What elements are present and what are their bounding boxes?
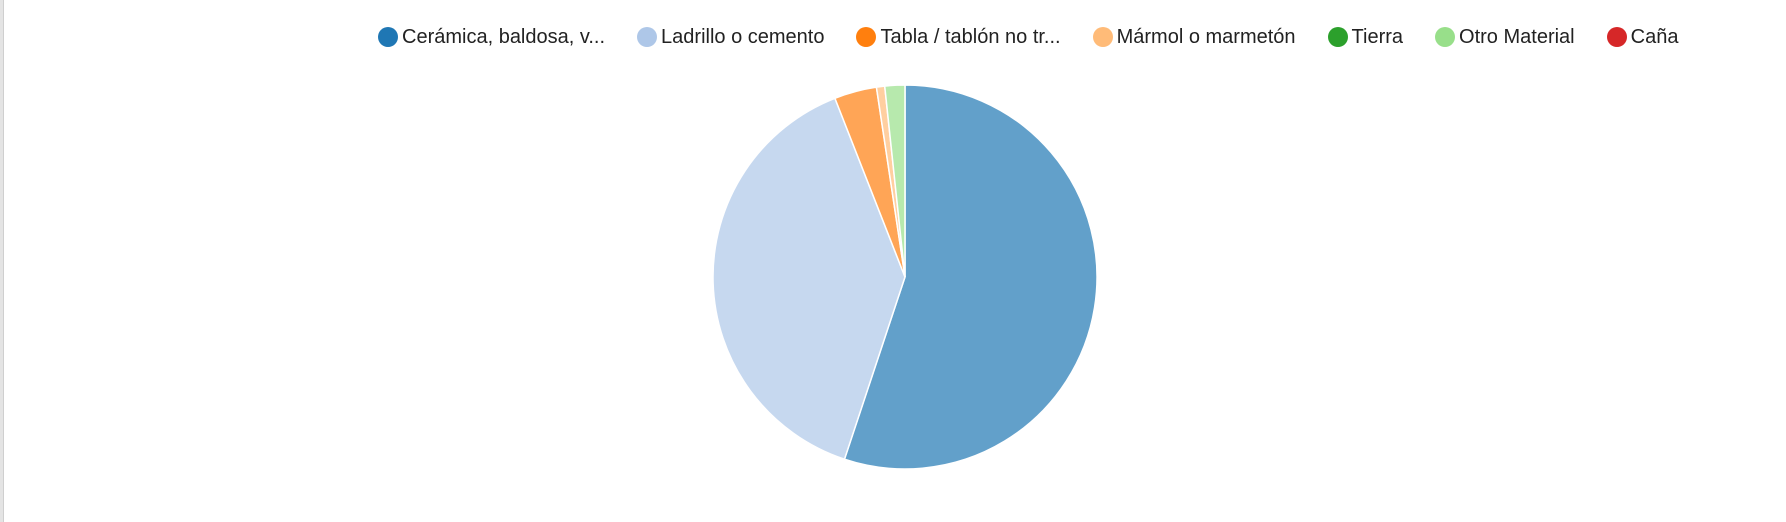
pie-slice-0[interactable] [843, 84, 1098, 470]
legend-swatch [1092, 27, 1113, 47]
legend-item-cana[interactable]: Caña [1606, 24, 1679, 50]
pie-slice-1[interactable] [712, 97, 906, 461]
legend-item-tierra[interactable]: Tierra [1327, 24, 1404, 50]
legend-label: Mármol o marmetón [1116, 26, 1296, 48]
legend-swatch [856, 27, 877, 47]
chart-legend: Cerámica, baldosa, v... Ladrillo o cemen… [378, 24, 1678, 50]
legend-label: Tierra [1351, 26, 1404, 48]
legend-swatch [1435, 27, 1456, 47]
legend-item-marmol[interactable]: Mármol o marmetón [1092, 24, 1296, 50]
legend-swatch [1327, 27, 1348, 47]
legend-item-ceramica[interactable]: Cerámica, baldosa, v... [378, 24, 605, 50]
legend-item-tabla[interactable]: Tabla / tablón no tr... [856, 24, 1061, 50]
legend-swatch [1606, 27, 1627, 47]
legend-item-ladrillo[interactable]: Ladrillo o cemento [637, 24, 824, 50]
legend-item-otro-material[interactable]: Otro Material [1435, 24, 1575, 50]
left-border [0, 0, 4, 522]
legend-label: Caña [1630, 26, 1679, 48]
pie-slice-5[interactable] [883, 84, 906, 278]
legend-swatch [378, 27, 398, 47]
legend-label: Cerámica, baldosa, v... [402, 26, 606, 48]
legend-label: Tabla / tablón no tr... [880, 26, 1061, 48]
legend-swatch [637, 27, 658, 47]
legend-label: Ladrillo o cemento [661, 26, 825, 48]
legend-label: Otro Material [1459, 26, 1575, 48]
